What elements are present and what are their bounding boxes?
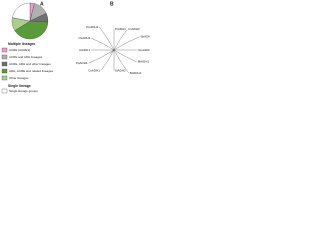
tree-leaf-label: SbADH1 <box>140 34 150 38</box>
pie-slice <box>12 2 31 22</box>
legend-label: ADH, ACRE and related lineages <box>9 69 54 73</box>
tree-branch <box>88 49 115 64</box>
tree-leaf-label: OsADH1 <box>78 36 90 40</box>
tree-leaf-label: AtADH1 <box>79 48 90 52</box>
panel-label: A <box>40 1 44 7</box>
tree-leaf-label: SlADH2 <box>115 69 126 73</box>
tree-branch <box>113 36 140 51</box>
tree-branch <box>113 49 129 74</box>
tree-branch <box>113 49 137 63</box>
legend-header: Multiple lineages <box>8 42 35 46</box>
legend-label: Single lineage groups <box>9 89 38 93</box>
panel-label: B <box>110 1 114 7</box>
legend-swatch <box>1 68 8 74</box>
tree-leaf-label: BdADH1 <box>130 71 142 75</box>
tree-branch <box>91 37 115 51</box>
tree-leaf-label: GmADH1 <box>138 48 150 52</box>
pie <box>11 2 49 40</box>
legend-swatch <box>1 88 8 94</box>
legend-label: Other lineages <box>9 76 29 80</box>
tree-stem <box>109 49 115 55</box>
tree-branch <box>100 49 115 71</box>
legend: Multiple lineages ACRE (ACRE1) ACRE and AD… <box>1 42 54 94</box>
tree-branch <box>113 29 128 51</box>
tree-leaf-label: VvADH2 <box>128 27 140 31</box>
legend-swatch <box>1 47 8 53</box>
tree-leaf-label: PpADH1 <box>76 61 88 65</box>
tree-leaf-label: ZmADH1 <box>86 25 99 29</box>
tree-leaf-label: CsADH1 <box>88 68 100 72</box>
legend-label: ACRE and ADH lineages <box>9 55 43 59</box>
legend-swatch <box>1 61 8 67</box>
legend-swatch <box>1 54 8 60</box>
tree-branch <box>99 26 115 51</box>
legend-label: ACRE, ADH and other lineages <box>9 62 51 66</box>
tree: AtADH1 OsADH1 ZmADH1 PtADH1VvADH2SbADH1 GmAD… <box>76 25 150 75</box>
tree-leaf-label: MtADH1 <box>138 60 150 64</box>
legend-swatch <box>1 75 8 81</box>
figure: A B Multiple lineages ACRE (ACRE1) ACRE an… <box>1 1 150 94</box>
tree-leaf-label: PtADH1 <box>115 27 126 31</box>
legend-header: Single lineage <box>8 84 31 88</box>
legend-label: ACRE (ACRE1) <box>9 48 30 52</box>
